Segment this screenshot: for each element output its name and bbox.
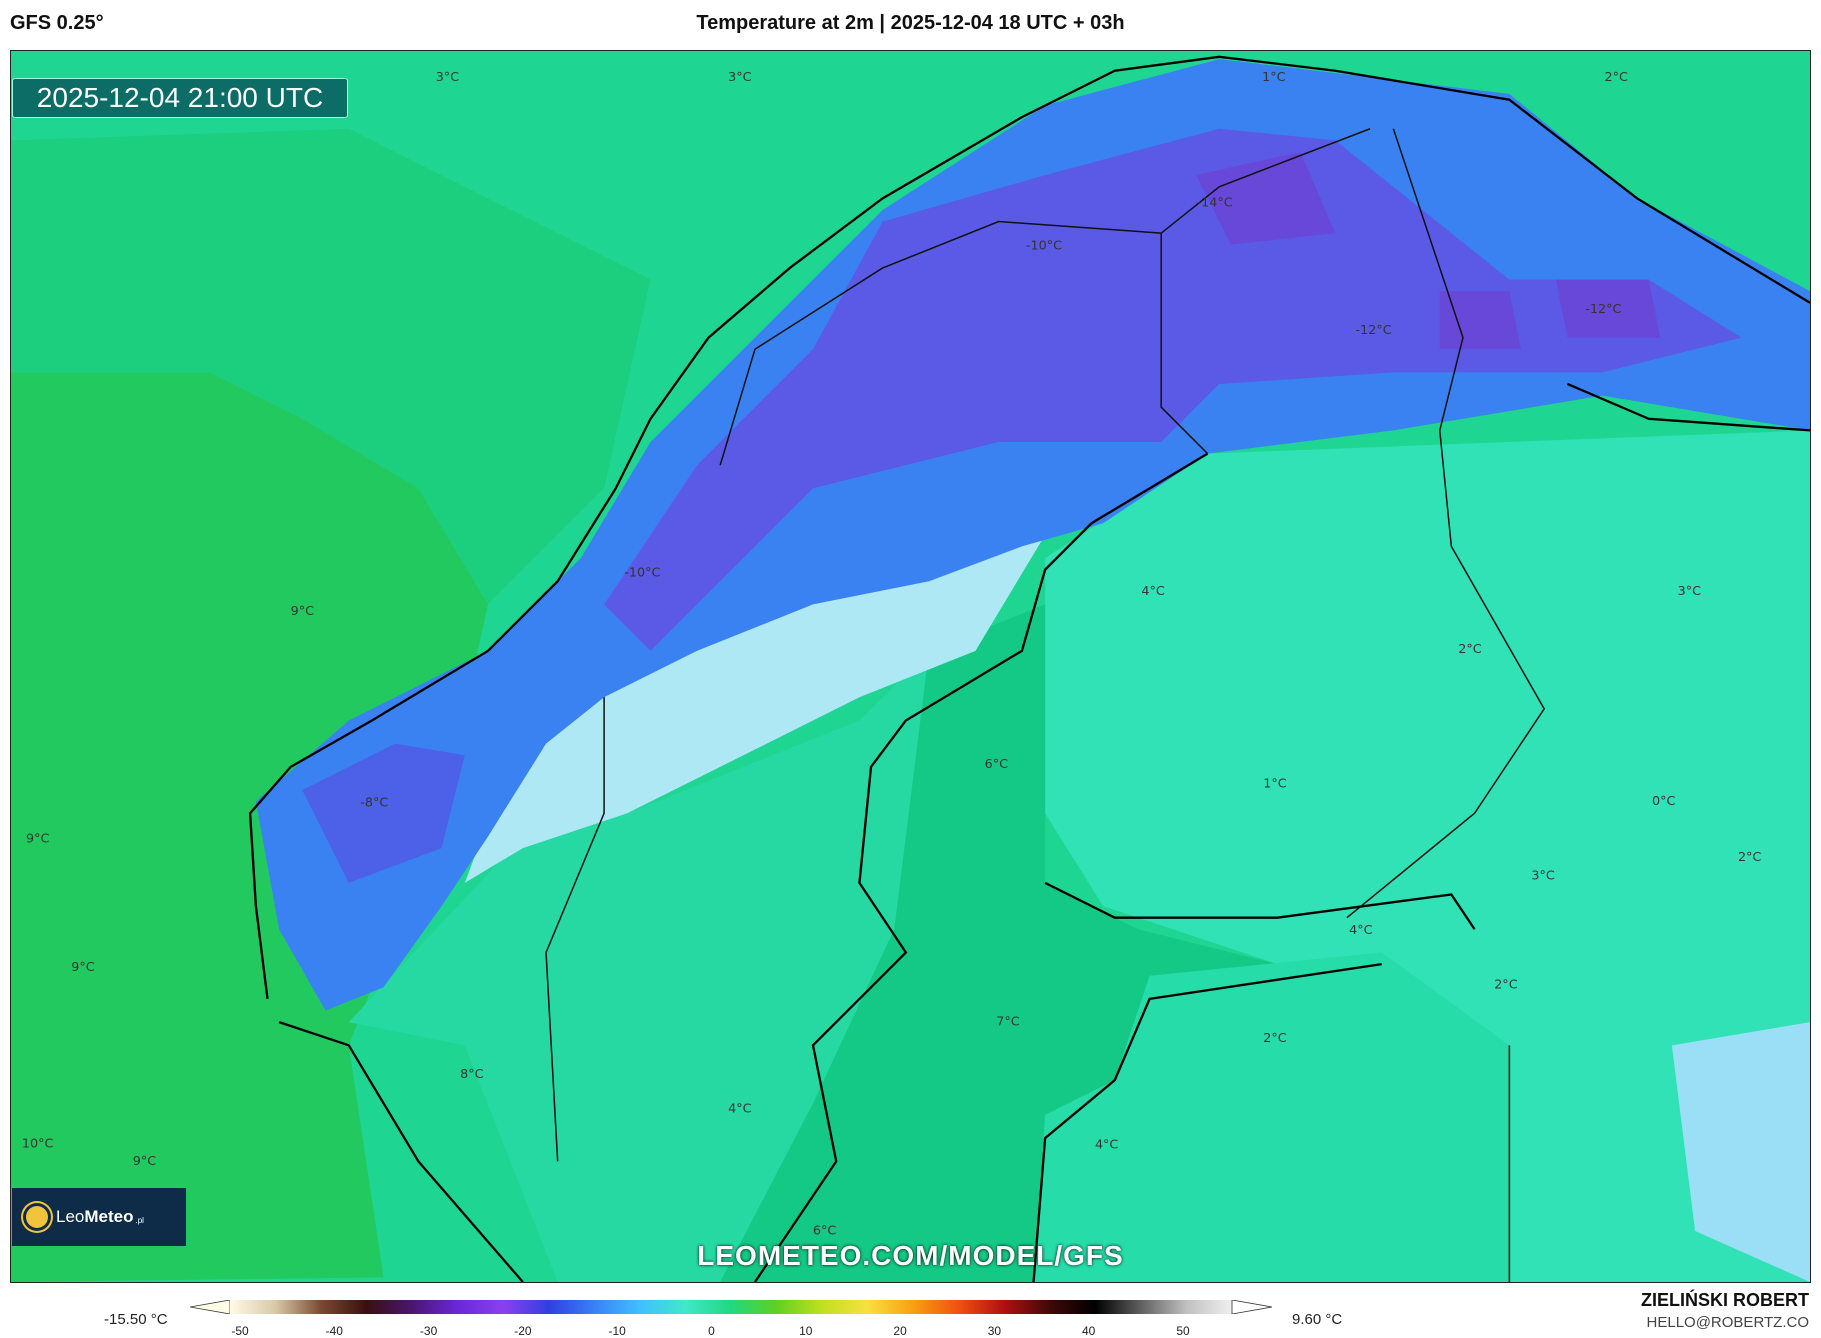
colorbar-gradient	[230, 1300, 1232, 1314]
temp-label: 3°C	[436, 70, 459, 85]
country-borders	[545, 128, 1546, 1282]
colorbar-tick-label: -30	[419, 1324, 438, 1338]
colorbar-right-arrow	[1231, 1300, 1272, 1314]
finland-russia-land	[1045, 430, 1810, 1282]
temp-label: 3°C	[1531, 868, 1554, 883]
temp-label: 2°C	[1458, 642, 1481, 657]
logo-text-leo: Leo	[56, 1207, 85, 1226]
author-email[interactable]: HELLO@ROBERTZ.CO	[1646, 1314, 1809, 1331]
temp-label: 4°C	[728, 1102, 751, 1117]
colorbar-tick-label: -20	[514, 1324, 532, 1338]
colorbar-tick-label: 20	[893, 1324, 907, 1338]
temp-label: -12°C	[1585, 302, 1621, 317]
temp-label: 9°C	[71, 960, 94, 975]
logo-text-meteo: Meteo	[84, 1207, 134, 1226]
colorbar-min-value: -15.50 °C	[104, 1311, 168, 1328]
colorbar-tick-label: 30	[987, 1324, 1002, 1338]
temp-label: -14°C	[1197, 195, 1233, 210]
temp-label: -8°C	[360, 795, 388, 810]
baltics-land	[1033, 952, 1510, 1282]
temp-label: 2°C	[1263, 1031, 1286, 1046]
temp-label: 6°C	[813, 1223, 836, 1238]
east-light-patch	[1671, 1022, 1810, 1282]
temp-label: 4°C	[1141, 584, 1164, 599]
cold-core	[1196, 151, 1661, 350]
temp-label: -10°C	[624, 566, 660, 581]
sw-norway-cold	[302, 743, 465, 883]
colorbar-tick-label: 0	[708, 1324, 715, 1338]
author-name: ZIELIŃSKI ROBERT	[1640, 1290, 1809, 1310]
baltic-sea	[720, 604, 1278, 1282]
valid-time-badge: 2025-12-04 21:00 UTC	[12, 78, 348, 118]
temp-label: 9°C	[133, 1154, 156, 1169]
scandinavia-coastline	[248, 55, 1810, 1282]
colorbar-tick-label: -10	[608, 1324, 626, 1338]
colorbar-tick-label: -50	[231, 1324, 249, 1338]
temp-label: 0°C	[1652, 794, 1675, 809]
temp-label: 7°C	[996, 1015, 1019, 1030]
very-cold-zone	[604, 128, 1742, 651]
temp-label: 3°C	[728, 70, 751, 85]
temp-label: 2°C	[1604, 70, 1627, 85]
colorbar-tick-label: 50	[1176, 1324, 1190, 1338]
chart-title: Temperature at 2m | 2025-12-04 18 UTC + …	[696, 12, 1125, 34]
model-name: GFS 0.25°	[10, 12, 104, 34]
temp-label: 9°C	[26, 831, 49, 846]
temp-label: 8°C	[460, 1067, 483, 1082]
sun-icon	[26, 1206, 48, 1228]
temp-label: 10°C	[22, 1136, 54, 1151]
temp-label: -12°C	[1356, 323, 1392, 338]
colorbar-tick-label: 10	[799, 1324, 813, 1338]
temp-label: 1°C	[1262, 70, 1285, 85]
colorbar-tick-label: -40	[325, 1324, 343, 1338]
temp-label: 3°C	[1678, 584, 1701, 599]
colorbar	[190, 1300, 1272, 1314]
temp-label: 2°C	[1494, 977, 1517, 992]
temp-label: 2°C	[1738, 850, 1761, 865]
logo-suffix: .pl	[135, 1215, 144, 1225]
watermark-url: LEOMETEO.COM/MODEL/GFS	[697, 1240, 1124, 1271]
leometeo-logo[interactable]: Leo Meteo .pl	[12, 1188, 186, 1246]
temp-label: 1°C	[1263, 777, 1286, 792]
temperature-labels: 3°C 3°C 1°C 2°C -14°C -10°C -12°C -12°C …	[22, 70, 1762, 1238]
colorbar-max-value: 9.60 °C	[1292, 1311, 1343, 1328]
sweden-south-land	[348, 650, 930, 1282]
temp-label: 4°C	[1095, 1138, 1118, 1153]
colorbar-tick-label: 40	[1082, 1324, 1096, 1338]
temp-label: 6°C	[985, 757, 1008, 772]
temp-label: 9°C	[291, 604, 314, 619]
light-blue-zone	[464, 534, 1046, 883]
colorbar-left-arrow	[190, 1300, 231, 1314]
north-sea-warm	[11, 372, 489, 1282]
temp-label: 4°C	[1349, 923, 1372, 938]
ocean-mid	[11, 128, 651, 605]
temp-label: -10°C	[1026, 238, 1062, 253]
temperature-map[interactable]: 3°C 3°C 1°C 2°C -14°C -10°C -12°C -12°C …	[10, 50, 1811, 1283]
